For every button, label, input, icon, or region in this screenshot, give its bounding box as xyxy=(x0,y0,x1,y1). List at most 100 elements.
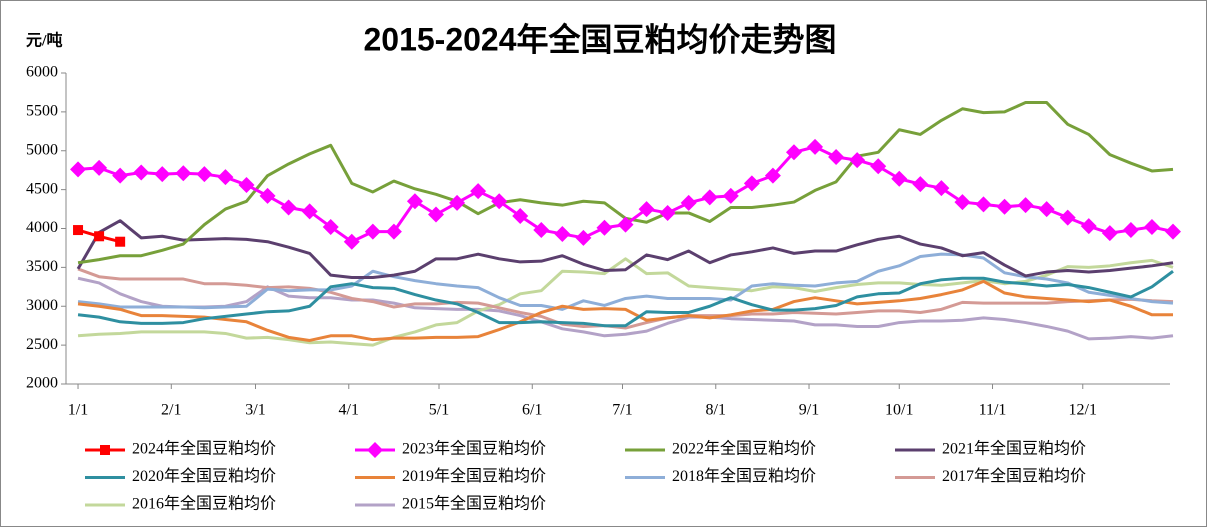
marker xyxy=(912,176,929,193)
marker xyxy=(1165,223,1182,240)
marker xyxy=(115,236,126,247)
series-line xyxy=(77,279,1174,342)
y-axis-label: 元/吨 xyxy=(26,31,62,50)
legend-label: 2017年全国豆粕均价 xyxy=(942,467,1086,485)
x-tick-label: 9/1 xyxy=(799,402,819,419)
marker xyxy=(322,218,339,235)
y-tick-label: 3500 xyxy=(26,258,58,275)
marker xyxy=(554,225,571,242)
marker xyxy=(1122,222,1139,239)
y-tick-label: 5500 xyxy=(26,103,58,120)
marker xyxy=(701,189,718,206)
marker xyxy=(364,223,381,240)
marker xyxy=(280,199,297,216)
x-tick-label: 4/1 xyxy=(339,402,359,419)
x-tick-label: 3/1 xyxy=(245,402,265,419)
marker xyxy=(807,138,824,155)
legend-label: 2019年全国豆粕均价 xyxy=(402,467,546,485)
marker xyxy=(1080,218,1097,235)
marker xyxy=(385,223,402,240)
series-line xyxy=(77,267,1174,330)
series-line xyxy=(76,219,1174,279)
marker xyxy=(175,165,192,182)
legend-label: 2023年全国豆粕均价 xyxy=(402,440,546,458)
marker xyxy=(870,158,887,175)
marker xyxy=(764,167,781,184)
series-line xyxy=(77,270,1174,328)
y-tick-label: 4000 xyxy=(26,219,58,236)
marker xyxy=(891,170,908,187)
marker xyxy=(1017,197,1034,214)
marker xyxy=(996,198,1013,215)
marker xyxy=(1038,201,1055,218)
marker xyxy=(73,225,84,236)
marker xyxy=(1059,209,1076,226)
marker xyxy=(638,201,655,218)
marker xyxy=(828,148,845,165)
marker xyxy=(133,164,150,181)
marker xyxy=(343,233,360,250)
marker xyxy=(491,193,508,210)
marker xyxy=(470,183,487,200)
marker xyxy=(91,159,108,176)
marker xyxy=(112,167,129,184)
marker xyxy=(259,187,276,204)
marker xyxy=(196,166,213,183)
marker xyxy=(70,161,87,178)
legend-label: 2015年全国豆粕均价 xyxy=(402,495,546,513)
x-tick-label: 2/1 xyxy=(161,402,181,419)
x-tick-label: 8/1 xyxy=(706,402,726,419)
x-tick-label: 7/1 xyxy=(612,402,632,419)
marker xyxy=(301,203,318,220)
marker xyxy=(512,208,529,225)
legend-label: 2020年全国豆粕均价 xyxy=(132,467,276,485)
chart-title: 2015-2024年全国豆粕均价走势图 xyxy=(363,21,836,57)
marker xyxy=(154,166,171,183)
y-tick-label: 4500 xyxy=(26,180,58,197)
marker xyxy=(743,175,760,192)
marker xyxy=(575,229,592,246)
marker xyxy=(449,194,466,211)
x-tick-label: 10/1 xyxy=(885,402,913,419)
marker xyxy=(954,194,971,211)
marker xyxy=(1143,218,1160,235)
marker xyxy=(1101,225,1118,242)
x-tick-label: 11/1 xyxy=(979,402,1007,419)
marker xyxy=(680,194,697,211)
legend-label: 2024年全国豆粕均价 xyxy=(132,440,276,458)
marker xyxy=(406,193,423,210)
marker xyxy=(533,222,550,239)
marker xyxy=(975,196,992,213)
series-line xyxy=(77,252,1174,311)
legend-label: 2018年全国豆粕均价 xyxy=(672,467,816,485)
marker xyxy=(617,216,634,233)
marker xyxy=(217,169,234,186)
marker xyxy=(367,442,383,458)
marker xyxy=(785,144,802,161)
marker xyxy=(722,187,739,204)
series-line xyxy=(77,276,1174,341)
marker xyxy=(849,152,866,169)
marker xyxy=(238,176,255,193)
marker xyxy=(428,206,445,223)
legend-label: 2016年全国豆粕均价 xyxy=(132,495,276,513)
legend-label: 2022年全国豆粕均价 xyxy=(672,440,816,458)
marker xyxy=(100,445,110,455)
x-tick-label: 12/1 xyxy=(1069,402,1097,419)
marker xyxy=(659,204,676,221)
x-tick-label: 6/1 xyxy=(522,402,542,419)
marker xyxy=(596,219,613,236)
x-tick-label: 5/1 xyxy=(429,402,449,419)
y-tick-label: 3000 xyxy=(26,297,58,314)
y-tick-label: 6000 xyxy=(26,64,58,81)
marker xyxy=(94,231,105,242)
x-tick-label: 1/1 xyxy=(68,402,88,419)
legend-label: 2021年全国豆粕均价 xyxy=(942,440,1086,458)
y-tick-label: 2000 xyxy=(26,375,58,392)
y-tick-label: 5000 xyxy=(26,141,58,158)
series-line xyxy=(77,257,1174,347)
y-tick-label: 2500 xyxy=(26,336,58,353)
marker xyxy=(933,180,950,197)
